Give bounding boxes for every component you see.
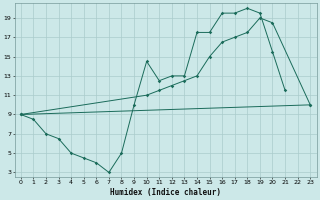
X-axis label: Humidex (Indice chaleur): Humidex (Indice chaleur) [110,188,221,197]
